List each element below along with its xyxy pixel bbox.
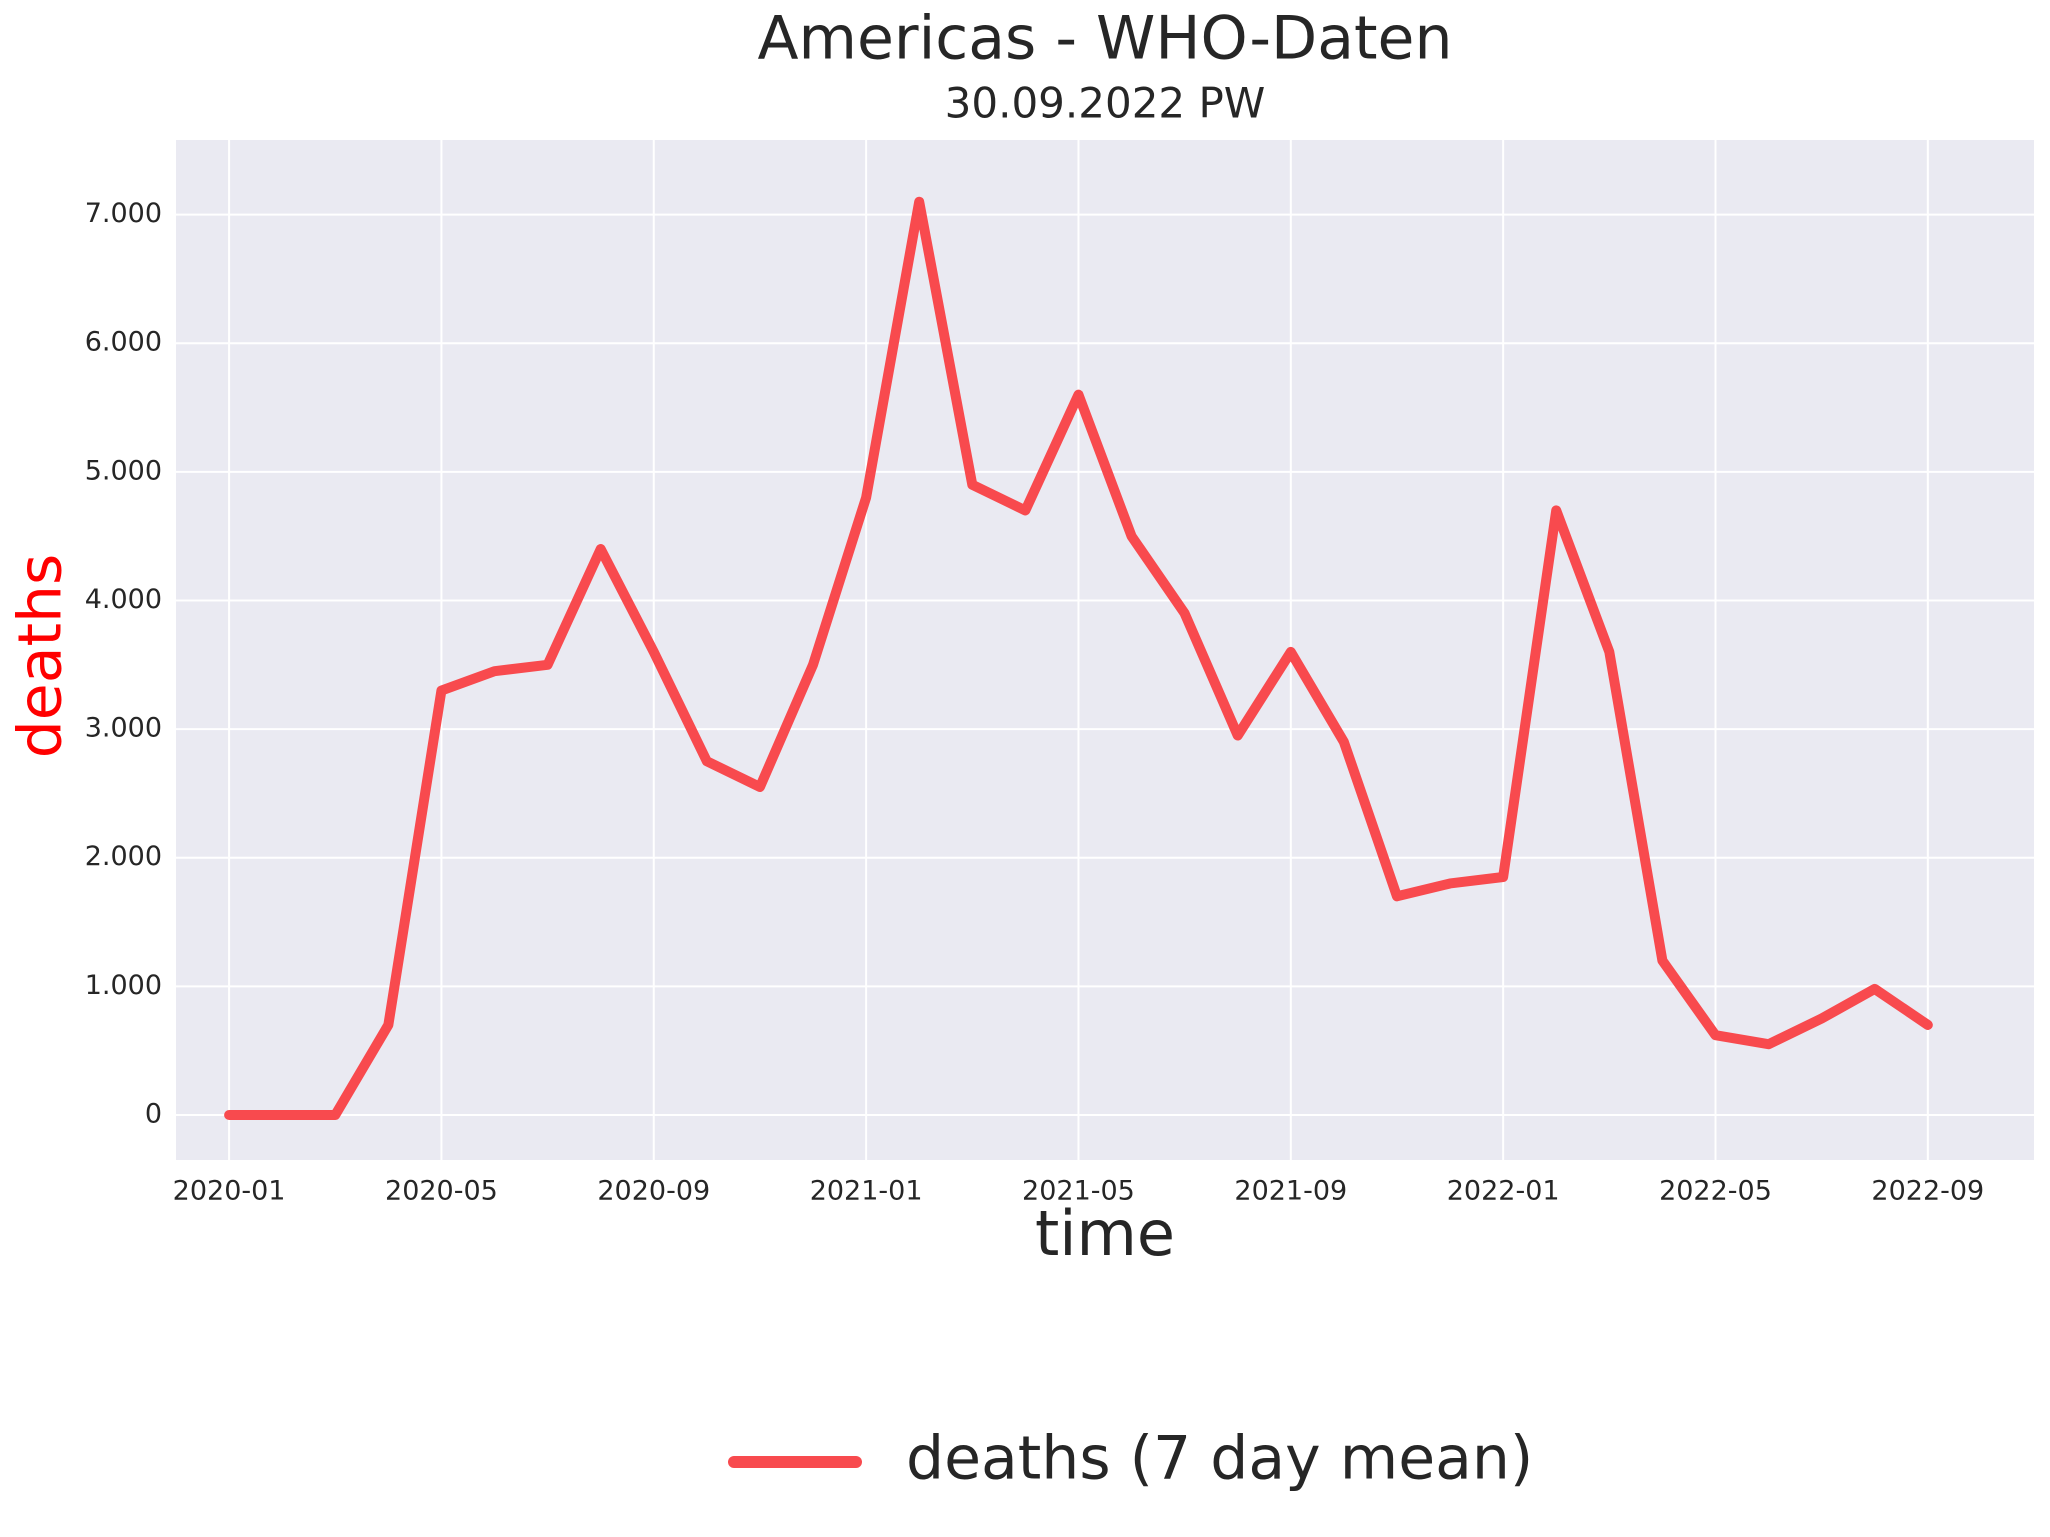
data-line (224, 196, 1933, 1120)
x-tick-label: 2021-09 (1234, 1176, 1347, 1207)
x-axis-label: time (1035, 1197, 1175, 1270)
y-tick-label: 6.000 (85, 327, 162, 358)
chart-subtitle: 30.09.2022 PW (945, 79, 1266, 128)
y-tick-label: 4.000 (85, 584, 162, 615)
y-tick-label: 0 (145, 1098, 162, 1129)
x-tick-label: 2022-09 (1871, 1176, 1984, 1207)
x-tick-label: 2020-05 (385, 1176, 498, 1207)
chart-title: Americas - WHO-Daten (758, 4, 1453, 74)
y-tick-label: 1.000 (85, 970, 162, 1001)
legend-label: deaths (7 day mean) (906, 1424, 1533, 1494)
y-tick-label: 5.000 (85, 455, 162, 486)
y-tick-label: 7.000 (85, 198, 162, 229)
y-tick-label: 2.000 (85, 841, 162, 872)
y-tick-label: 3.000 (85, 713, 162, 744)
x-tick-label: 2021-05 (1022, 1176, 1135, 1207)
x-tick-label: 2022-01 (1447, 1176, 1560, 1207)
y-axis-label: deaths (6, 554, 76, 759)
plot-area (176, 140, 2034, 1160)
x-tick-label: 2020-01 (173, 1176, 286, 1207)
x-tick-label: 2020-09 (597, 1176, 710, 1207)
x-tick-label: 2022-05 (1659, 1176, 1772, 1207)
x-tick-label: 2021-01 (810, 1176, 923, 1207)
